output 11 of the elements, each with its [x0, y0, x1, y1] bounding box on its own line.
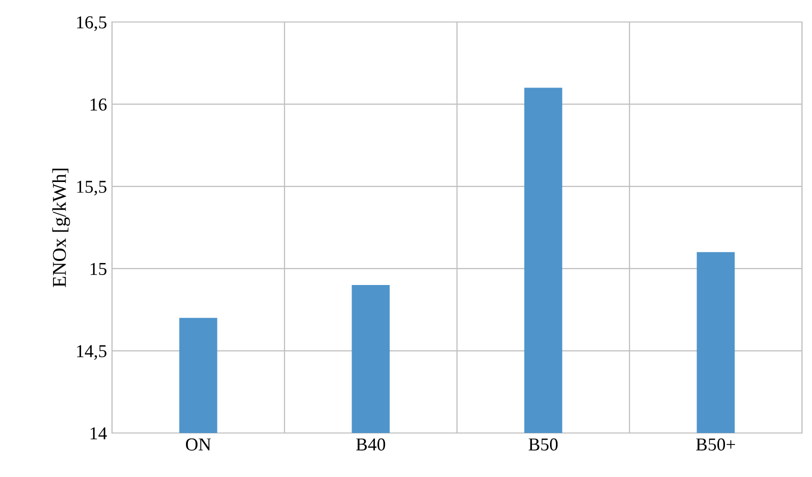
x-tick-label: B50 [528, 438, 558, 451]
x-tick-label: ON [186, 438, 211, 451]
y-tick-label: 16,5 [77, 16, 106, 32]
y-tick-label: 16 [90, 98, 107, 111]
y-tick-label: 15,5 [77, 180, 106, 196]
y-tick-label: 14,5 [77, 345, 106, 360]
x-tick-label: B50+ [696, 438, 736, 451]
y-axis-title: ENOx [g/kWh] [52, 168, 70, 288]
y-tick-label: 14 [90, 427, 107, 440]
y-tick-label: 15 [90, 262, 106, 276]
x-tick-label: B40 [356, 438, 386, 451]
